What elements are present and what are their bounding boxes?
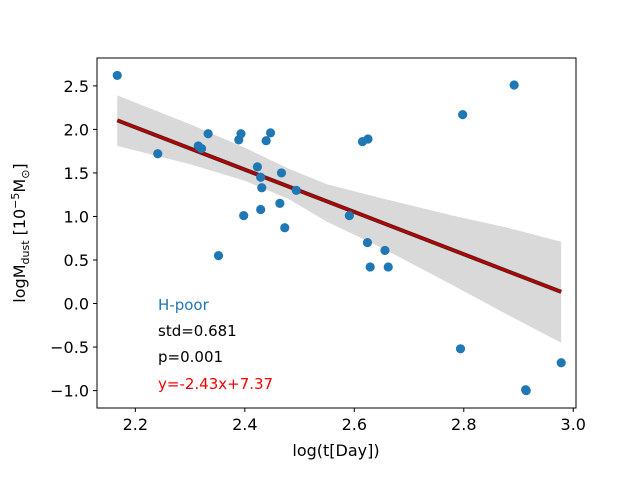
y-label-sun-sub: ⊙ — [19, 170, 32, 179]
data-point — [362, 237, 373, 248]
data-point — [365, 262, 375, 272]
x-tick-label: 3.0 — [561, 415, 586, 434]
y-label-sub: dust — [19, 240, 32, 265]
data-point — [455, 344, 466, 354]
y-tick-label: −1.0 — [50, 382, 89, 401]
x-tick-label: 2.6 — [342, 415, 367, 434]
data-point — [239, 210, 249, 221]
data-point — [363, 134, 373, 144]
x-axis-label: log(t[Day]) — [292, 441, 379, 460]
data-point — [556, 358, 566, 368]
y-axis-ticks: −1.0 −0.5 0.0 0.5 1.0 1.5 2.0 2.5 — [50, 77, 97, 401]
y-tick-label: 0.5 — [64, 251, 89, 270]
data-point — [256, 172, 266, 182]
y-tick-label: −0.5 — [50, 338, 89, 357]
fit-equation-annotation: y=-2.43x+7.37 — [158, 375, 273, 393]
y-tick-label: 0.0 — [64, 295, 89, 314]
data-point — [196, 143, 207, 154]
data-point — [261, 136, 271, 146]
y-axis-label: logMdust [10−5M⊙] — [9, 163, 32, 302]
data-point — [344, 210, 354, 221]
data-point — [213, 251, 224, 261]
data-point — [380, 245, 390, 256]
y-tick-label: 2.5 — [64, 77, 89, 96]
plot-frame — [96, 57, 577, 409]
y-tick-label: 2.0 — [64, 120, 89, 139]
y-tick-label: 1.5 — [64, 164, 89, 183]
y-label-prefix: logM — [10, 264, 29, 302]
data-point — [521, 385, 531, 396]
p-value-annotation: p=0.001 — [158, 348, 223, 366]
data-point — [280, 223, 290, 233]
data-point — [256, 204, 266, 215]
data-point — [236, 129, 246, 139]
y-label-sup: −5 — [9, 193, 22, 209]
confidence-band — [117, 95, 562, 343]
x-tick-label: 2.8 — [451, 415, 476, 434]
data-point — [275, 198, 285, 208]
series-label-annotation: H-poor — [158, 296, 210, 314]
data-point — [112, 70, 122, 81]
data-point — [153, 149, 163, 159]
y-tick-label: 1.0 — [64, 207, 89, 226]
data-point — [458, 109, 468, 120]
data-point — [265, 128, 276, 138]
data-points — [112, 70, 566, 396]
data-point — [252, 162, 262, 172]
data-point — [257, 183, 267, 193]
data-point — [383, 262, 393, 272]
y-label-unit-m: M — [10, 179, 29, 193]
data-point — [203, 129, 213, 139]
x-tick-label: 2.4 — [232, 415, 257, 434]
x-axis-ticks: 2.2 2.4 2.6 2.8 3.0 — [123, 408, 586, 434]
std-annotation: std=0.681 — [158, 322, 237, 340]
data-point — [291, 185, 301, 195]
x-tick-label: 2.2 — [123, 415, 148, 434]
data-point — [276, 168, 287, 178]
y-label-unit-open: [10 — [10, 209, 29, 241]
data-point — [509, 80, 519, 90]
regression-line — [116, 119, 562, 293]
plot-area — [112, 70, 566, 396]
y-label-unit-close: ] — [10, 163, 29, 169]
